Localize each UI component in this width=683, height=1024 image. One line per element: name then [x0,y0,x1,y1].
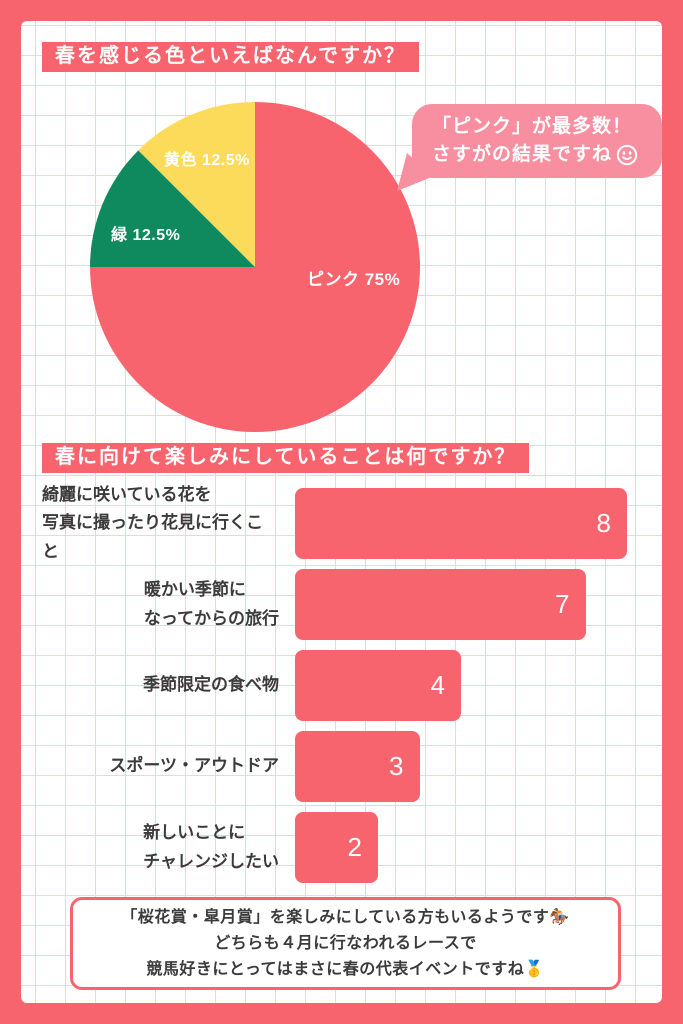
bar-value-label: 2 [347,832,362,862]
bar-section-title-badge: 春に向けて楽しみにしていることは何ですか？ [42,443,530,473]
pie-slice-label-green: 緑 12.5% [111,227,181,244]
pie-slice-2 [138,102,255,267]
horse-racing-emoji: 🏇 [549,908,570,926]
bar-section-title: 春に向けて楽しみにしていることは何ですか？ [55,446,517,468]
bubble-text-line2: さすがの結果ですね [432,144,613,165]
bar: 8 [295,488,627,559]
gold-medal-emoji: 🥇 [524,960,545,978]
bar-track: 2 [295,812,627,883]
bar-value-label: 7 [555,589,570,619]
bar-value-label: 3 [389,751,404,781]
pie-chart-area: ピンク 75% 緑 12.5% 黄色 12.5% [90,102,420,432]
bar-category-label: 新しいことに チャレンジしたい [143,823,279,871]
pie-chart [90,102,420,432]
pie-slice-label-pink: ピンク 75% [307,270,401,289]
bar-category-label: 綺麗に咲いている花を 写真に撮ったり花見に行くこと [42,485,263,561]
footer-note-box: 「桜花賞・皐月賞」を楽しみにしている方もいるようです🏇 どちらも４月に行なわれる… [70,897,621,990]
pie-section-title: 春を感じる色といえばなんですか？ [55,45,406,67]
bar: 3 [295,731,420,802]
speech-bubble: 「ピンク」が最多数！ さすがの結果ですね [397,104,662,191]
bar-row: 新しいことに チャレンジしたい 2 [42,812,627,883]
pie-section-title-badge: 春を感じる色といえばなんですか？ [42,42,419,72]
bar-category-label: 季節限定の食べ物 [143,675,279,695]
bar-track: 7 [295,569,627,640]
footer-line: 競馬好きにとってはまさに春の代表イベントですね🥇 [146,960,545,978]
bar: 4 [295,650,461,721]
bar-row: 暖かい季節に なってからの旅行 7 [42,569,627,640]
bar-track: 4 [295,650,627,721]
bar: 2 [295,812,378,883]
bar-row: スポーツ・アウトドア 3 [42,731,627,802]
bar-track: 3 [295,731,627,802]
pie-slice-1 [90,150,255,267]
bar-category-label: スポーツ・アウトドア [109,756,279,776]
bar-chart: 綺麗に咲いている花を 写真に撮ったり花見に行くこと 8 暖かい季節に なってから… [42,485,627,893]
bar-track: 8 [295,488,627,559]
footer-line: 「桜花賞・皐月賞」を楽しみにしている方もいるようです🏇 [121,908,570,926]
bar-category-label: 暖かい季節に なってからの旅行 [143,580,279,628]
bubble-text-line1: 「ピンク」が最多数！ [432,115,633,137]
footer-line: どちらも４月に行なわれるレースで [214,934,477,952]
bar-row: 綺麗に咲いている花を 写真に撮ったり花見に行くこと 8 [42,485,627,561]
pie-slice-label-yellow: 黄色 12.5% [164,152,250,169]
bar-row: 季節限定の食べ物 4 [42,650,627,721]
smiley-face-icon [616,145,638,166]
bar: 7 [295,569,586,640]
bar-value-label: 4 [430,670,445,700]
bar-value-label: 8 [596,508,611,538]
